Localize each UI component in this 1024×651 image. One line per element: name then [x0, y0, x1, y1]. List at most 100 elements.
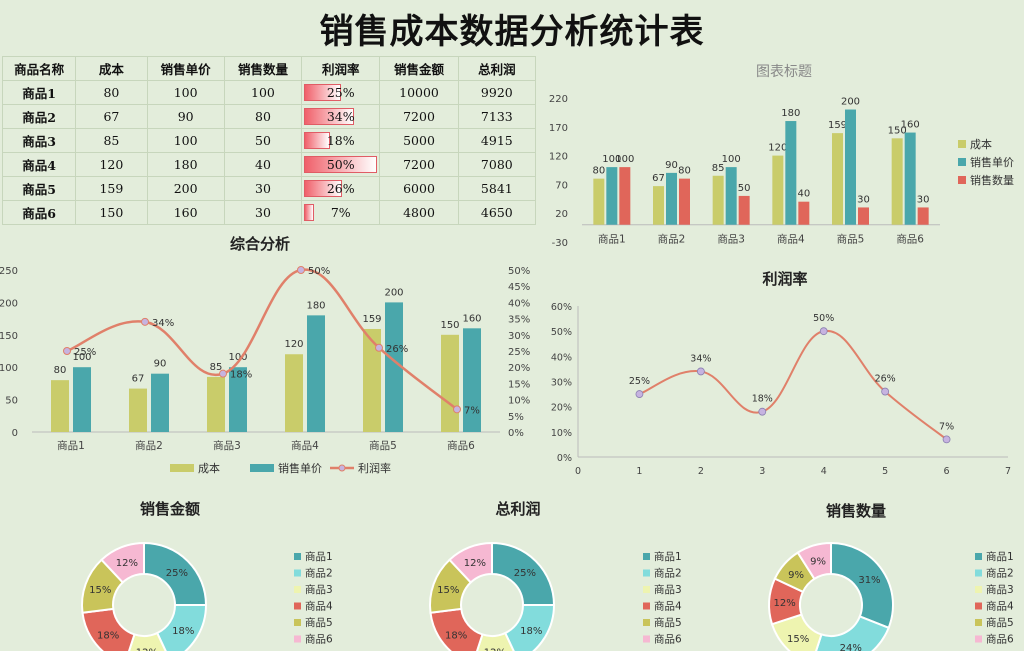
- header-profit: 总利润: [457, 56, 537, 81]
- y-tick-label: 170: [549, 123, 568, 134]
- legend-swatch: [958, 140, 966, 148]
- header-cost: 成本: [75, 56, 148, 81]
- header-name: 商品名称: [1, 56, 77, 81]
- cell-qty: 80: [223, 104, 303, 129]
- rate-label: 7%: [464, 405, 480, 416]
- cell-profit: 4915: [457, 128, 537, 153]
- x-tick-label: 商品6: [896, 233, 924, 246]
- x-tick-label: 2: [698, 466, 704, 477]
- legend-label: 利润率: [358, 461, 391, 475]
- data-table: 商品名称 成本 销售单价 销售数量 利润率 销售金额 总利润 商品1 80 100 1…: [1, 56, 537, 225]
- bar: [785, 121, 797, 225]
- cell-cost: 120: [75, 152, 148, 177]
- legend-swatch: [643, 602, 650, 610]
- rate-cell: 25%: [301, 80, 381, 105]
- data-label: 200: [384, 287, 403, 298]
- y-tick-label: 200: [0, 298, 18, 309]
- y2-tick-label: 40%: [508, 298, 530, 309]
- bar: [738, 195, 750, 225]
- legend-label: 商品6: [654, 633, 682, 646]
- data-label: 100: [228, 352, 247, 363]
- legend-label: 商品3: [305, 583, 333, 596]
- legend-swatch: [975, 602, 982, 610]
- cell-qty: 100: [223, 80, 303, 105]
- rate-marker: [141, 317, 149, 326]
- x-tick-label: 0: [575, 466, 581, 477]
- legend-label: 商品5: [986, 616, 1014, 629]
- cell-cost: 159: [75, 176, 148, 201]
- data-label: 100: [615, 154, 634, 165]
- y2-tick-label: 50%: [508, 266, 530, 277]
- cell-price: 100: [146, 80, 225, 105]
- legend-label: 销售数量: [970, 173, 1014, 187]
- bar: [845, 109, 856, 225]
- x-tick-label: 1: [636, 466, 642, 477]
- y-tick-label: 50%: [551, 327, 572, 338]
- data-label: 159: [828, 120, 847, 131]
- data-label: 90: [665, 160, 678, 171]
- bar: [858, 207, 869, 225]
- legend-label: 销售单价: [278, 461, 322, 475]
- bar: [679, 178, 690, 225]
- x-tick-label: 商品5: [369, 439, 397, 452]
- rate-label: 25%: [629, 376, 650, 387]
- x-tick-label: 6: [944, 466, 950, 477]
- rate-databar: [304, 180, 343, 197]
- legend-label: 商品1: [986, 550, 1014, 563]
- legend-label: 商品1: [654, 550, 682, 563]
- cell-cost: 150: [75, 200, 148, 225]
- rate-value: 18%: [326, 133, 355, 148]
- slice-label: 15%: [89, 585, 111, 596]
- cell-profit: 9920: [457, 80, 537, 105]
- y-tick-label: 220: [549, 94, 568, 105]
- legend-swatch: [643, 586, 650, 593]
- bar: [593, 178, 605, 225]
- x-tick-label: 4: [821, 466, 827, 477]
- chart-bar-basic: 图表标题-30207012017022080100100商品1679080商品2…: [549, 64, 1014, 249]
- rate-marker: [881, 387, 890, 396]
- chart3-title: 利润率: [762, 270, 808, 288]
- legend-swatch: [958, 158, 966, 166]
- bar: [666, 172, 677, 225]
- pie-slice: [503, 604, 556, 651]
- rate-marker: [696, 367, 705, 376]
- legend-swatch: [294, 586, 301, 593]
- slice-label: 25%: [514, 568, 536, 579]
- cell-amount: 6000: [379, 176, 459, 201]
- legend-swatch: [643, 569, 650, 577]
- rate-label: 7%: [939, 421, 954, 432]
- slice-label: 9%: [810, 556, 826, 567]
- pie-slice: [830, 541, 894, 630]
- legend-label: 商品4: [986, 600, 1014, 613]
- pie-slice: [100, 541, 145, 584]
- bar: [151, 373, 169, 432]
- legend-label: 商品6: [305, 633, 333, 646]
- legend-label: 成本: [198, 461, 220, 475]
- cell-price: 100: [146, 128, 225, 153]
- cell-name: 商品4: [1, 152, 77, 177]
- legend-marker: [338, 464, 346, 472]
- cell-qty: 30: [223, 176, 303, 201]
- slice-label: 24%: [840, 643, 862, 651]
- table-row: 商品4 120 180 40 50% 7200 7080: [1, 152, 537, 177]
- cell-profit: 5841: [457, 176, 537, 201]
- pie2-title: 总利润: [495, 500, 541, 518]
- page-title: 销售成本数据分析统计表: [319, 12, 705, 52]
- cell-name: 商品2: [1, 104, 77, 129]
- slice-label: 15%: [437, 585, 459, 596]
- rate-label: 50%: [308, 266, 330, 277]
- bar: [917, 207, 929, 225]
- legend-swatch: [975, 619, 982, 626]
- legend-swatch: [958, 176, 966, 184]
- bar: [207, 376, 225, 432]
- legend-label: 商品4: [654, 600, 682, 613]
- rate-marker: [297, 266, 305, 274]
- bar: [307, 315, 325, 432]
- cell-qty: 40: [223, 152, 303, 177]
- data-label: 100: [722, 154, 741, 165]
- rate-databar: [304, 132, 331, 149]
- y-tick-label: 0: [12, 428, 18, 439]
- cell-amount: 7200: [379, 104, 459, 129]
- bar: [904, 132, 916, 225]
- pie-slice: [128, 631, 167, 651]
